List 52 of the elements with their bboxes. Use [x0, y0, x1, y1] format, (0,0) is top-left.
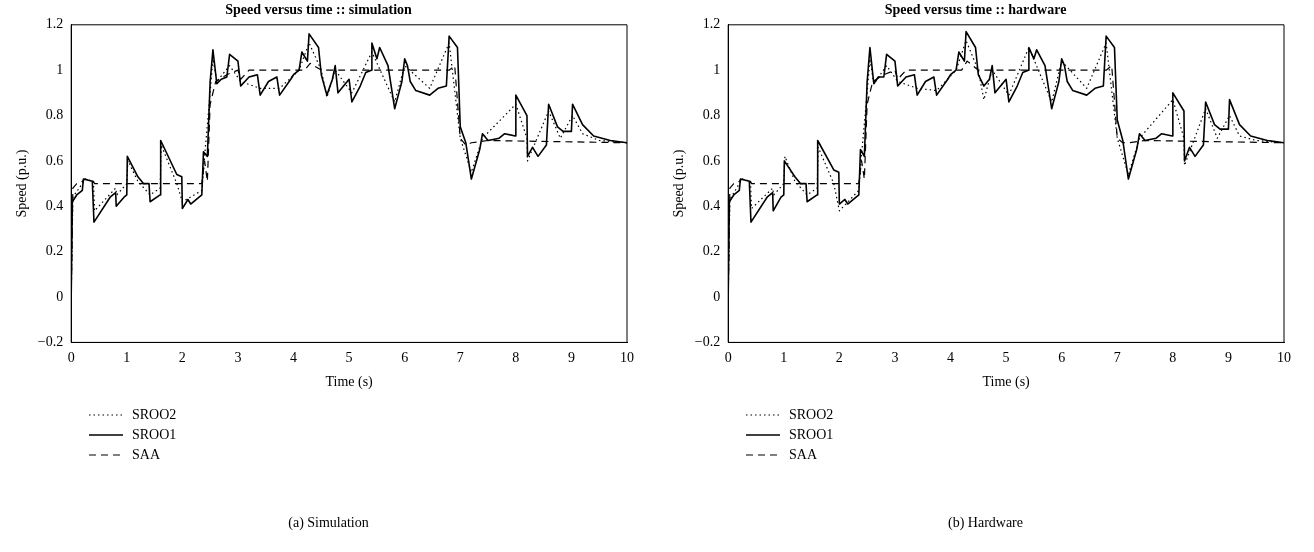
x-tick-label: 0	[67, 350, 75, 366]
x-tick-label: 9	[1224, 350, 1232, 366]
y-tick-label: 0.2	[45, 243, 64, 259]
text: (a) Simulation	[287, 515, 370, 531]
x-tick-label: 9	[567, 350, 575, 366]
y-tick-label: 0.4	[702, 197, 721, 213]
y-tick-label: 0	[56, 288, 64, 304]
y-tick-label: 1	[713, 61, 721, 77]
y-tick-label: 0.2	[702, 243, 721, 259]
x-tick-label: 1	[780, 350, 788, 366]
x-tick-label: 3	[891, 350, 899, 366]
x-tick-label: 6	[1058, 350, 1066, 366]
legend-label: SROO2	[789, 406, 834, 424]
y-tick-label: 0	[713, 288, 721, 304]
x-tick-label: 6	[401, 350, 409, 366]
y-tick-label: 0.6	[702, 152, 721, 168]
x-tick-label: 10	[620, 350, 634, 366]
x-tick-label: 5	[1002, 350, 1010, 366]
y-tick-label: 0.8	[45, 107, 64, 123]
x-tick-label: 3	[234, 350, 242, 366]
x-tick-label: 1	[123, 350, 131, 366]
y-tick-label: 0.6	[45, 152, 64, 168]
chart-title: Speed versus time :: simulation	[225, 2, 413, 18]
y-tick-label: 1	[56, 61, 64, 77]
legend-label: SAA	[789, 446, 818, 464]
legend-label: SROO1	[789, 426, 834, 444]
x-tick-label: 2	[835, 350, 843, 366]
y-tick-label: 1.2	[45, 16, 64, 32]
x-axis-title: Time (s)	[325, 374, 374, 391]
x-tick-label: 8	[512, 350, 520, 366]
x-tick-label: 8	[1169, 350, 1177, 366]
text: (b) Hardware	[947, 515, 1024, 531]
x-tick-label: 7	[1113, 350, 1121, 366]
x-tick-label: 4	[947, 350, 955, 366]
y-tick-label: −0.2	[37, 334, 64, 350]
y-tick-label: 0.8	[702, 107, 721, 123]
y-tick-label: 0.4	[45, 197, 64, 213]
x-tick-label: 7	[456, 350, 464, 366]
x-tick-label: 4	[290, 350, 298, 366]
legend-label: SAA	[132, 446, 161, 464]
chart-title: Speed versus time :: hardware	[884, 2, 1067, 18]
y-axis-title: Speed (p.u.)	[14, 149, 31, 218]
y-axis-title: Speed (p.u.)	[671, 149, 688, 218]
y-tick-label: 1.2	[702, 16, 721, 32]
x-tick-label: 2	[178, 350, 186, 366]
x-tick-label: 0	[724, 350, 732, 366]
legend-label: SROO2	[132, 406, 177, 424]
y-tick-label: −0.2	[694, 334, 721, 350]
x-axis-title: Time (s)	[982, 374, 1031, 391]
x-tick-label: 10	[1277, 350, 1291, 366]
x-tick-label: 5	[345, 350, 353, 366]
legend-label: SROO1	[132, 426, 177, 444]
